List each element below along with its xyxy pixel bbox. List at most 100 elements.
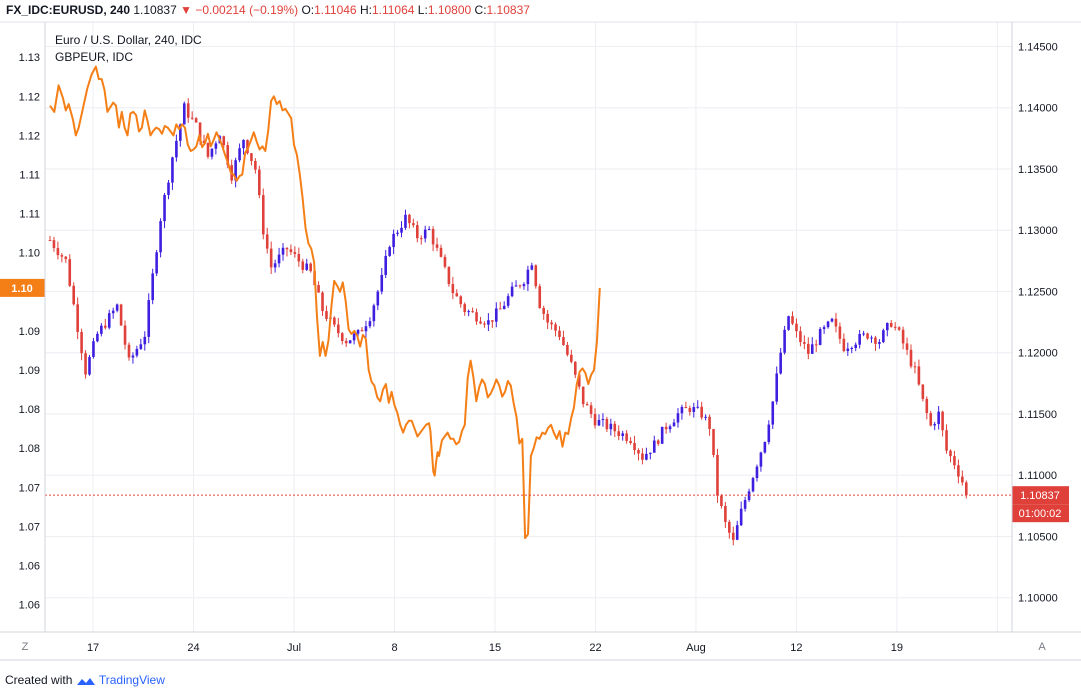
right-axis-tick-label: 1.13000	[1018, 225, 1058, 237]
candle-body	[688, 408, 692, 412]
tradingview-logo-icon	[76, 677, 95, 685]
candle-body	[921, 384, 925, 399]
candle-body	[182, 103, 186, 125]
candlestick-series	[48, 98, 968, 546]
candle-body	[617, 431, 621, 436]
candle-body	[325, 311, 328, 319]
candle-body	[491, 320, 494, 322]
candle-body	[747, 491, 751, 501]
candle-body	[838, 326, 842, 339]
time-axis-tick-label: 22	[589, 642, 601, 654]
zoom-button[interactable]: Z	[22, 641, 29, 653]
candle-body	[475, 312, 478, 322]
candle-body	[724, 506, 727, 522]
left-price-axis[interactable]: 1.131.121.121.111.111.101.101.091.091.08…	[19, 52, 40, 611]
candle-body	[506, 296, 510, 306]
candle-body	[763, 442, 767, 453]
candle-body	[127, 344, 131, 358]
tradingview-link[interactable]: TradingView	[98, 673, 165, 687]
candle-body	[76, 304, 79, 332]
candle-body	[210, 148, 214, 157]
candle-body	[759, 452, 763, 467]
candle-body	[175, 140, 178, 158]
right-axis-tick-label: 1.14500	[1018, 41, 1058, 53]
candle-body	[467, 311, 470, 313]
candle-body	[412, 223, 415, 226]
candle-body	[396, 232, 399, 234]
candle-body	[277, 254, 281, 264]
right-axis-tick-label: 1.13500	[1018, 164, 1058, 176]
candle-body	[791, 316, 794, 324]
candle-body	[451, 284, 455, 294]
time-axis-tick-label: 17	[87, 642, 99, 654]
candle-body	[850, 347, 854, 349]
candle-body	[400, 227, 403, 233]
time-axis[interactable]: 17 24 Jul 8 15 22 Aug 12 19	[87, 642, 903, 654]
candle-body	[917, 366, 921, 385]
candle-body	[455, 293, 459, 297]
candle-body	[186, 103, 190, 118]
candle-body	[463, 304, 467, 312]
left-axis-tick-label: 1.08	[19, 404, 40, 416]
compare-series-legend[interactable]: GBPEUR, IDC	[55, 50, 133, 64]
candle-body	[427, 229, 431, 231]
candle-body	[534, 265, 538, 287]
candle-body	[305, 263, 309, 270]
footer: Created with TradingView	[5, 673, 165, 687]
candle-body	[676, 413, 680, 423]
chart-header: FX_IDC:EURUSD, 240 1.10837 ▼ −0.00214 (−…	[6, 3, 530, 17]
candle-body	[566, 344, 569, 355]
candle-body	[570, 354, 573, 362]
candle-body	[92, 341, 95, 357]
candle-body	[360, 329, 364, 332]
candle-body	[929, 413, 933, 426]
left-axis-tick-label: 1.07	[19, 482, 40, 494]
right-price-axis[interactable]: 1.14500 1.14000 1.13500 1.13000 1.12500 1.120…	[1018, 41, 1058, 604]
candle-body	[597, 419, 601, 426]
candle-body	[858, 334, 861, 345]
candle-body	[206, 142, 210, 157]
candle-body	[246, 139, 249, 154]
candle-body	[945, 430, 948, 451]
main-series-legend[interactable]: Euro / U.S. Dollar, 240, IDC	[55, 33, 202, 47]
candle-body	[645, 453, 648, 460]
down-arrow-icon: ▼	[180, 3, 192, 17]
countdown-badge	[1012, 504, 1069, 523]
candle-body	[953, 456, 956, 466]
candle-body	[743, 500, 747, 509]
candle-body	[562, 337, 565, 345]
time-axis-tick-label: 15	[489, 642, 501, 654]
candle-body	[190, 117, 194, 119]
candle-body	[321, 292, 324, 312]
candle-body	[728, 521, 731, 533]
candle-body	[964, 482, 968, 496]
candle-body	[866, 333, 869, 339]
high-label: H:	[359, 3, 372, 17]
candle-body	[526, 269, 530, 285]
candle-body	[143, 336, 147, 345]
candle-body	[830, 318, 834, 322]
candle-body	[795, 323, 798, 332]
candle-body	[585, 404, 589, 406]
candle-body	[139, 344, 143, 349]
candle-body	[799, 331, 802, 343]
candle-body	[818, 329, 822, 345]
candle-body	[479, 321, 482, 324]
candle-body	[416, 225, 419, 239]
candle-body	[155, 252, 158, 274]
candle-body	[258, 169, 261, 196]
candle-body	[550, 322, 553, 325]
candle-body	[897, 327, 901, 330]
candle-body	[179, 124, 182, 141]
candle-body	[637, 450, 640, 454]
symbol-label[interactable]: FX_IDC:EURUSD, 240	[6, 3, 131, 17]
candle-body	[471, 311, 474, 313]
candle-body	[261, 195, 265, 235]
candle-body	[151, 273, 154, 301]
candle-body	[135, 348, 139, 356]
candle-body	[317, 285, 320, 293]
low-label: L:	[417, 3, 428, 17]
candle-body	[518, 285, 522, 287]
auto-scale-button[interactable]: A	[1038, 641, 1046, 653]
